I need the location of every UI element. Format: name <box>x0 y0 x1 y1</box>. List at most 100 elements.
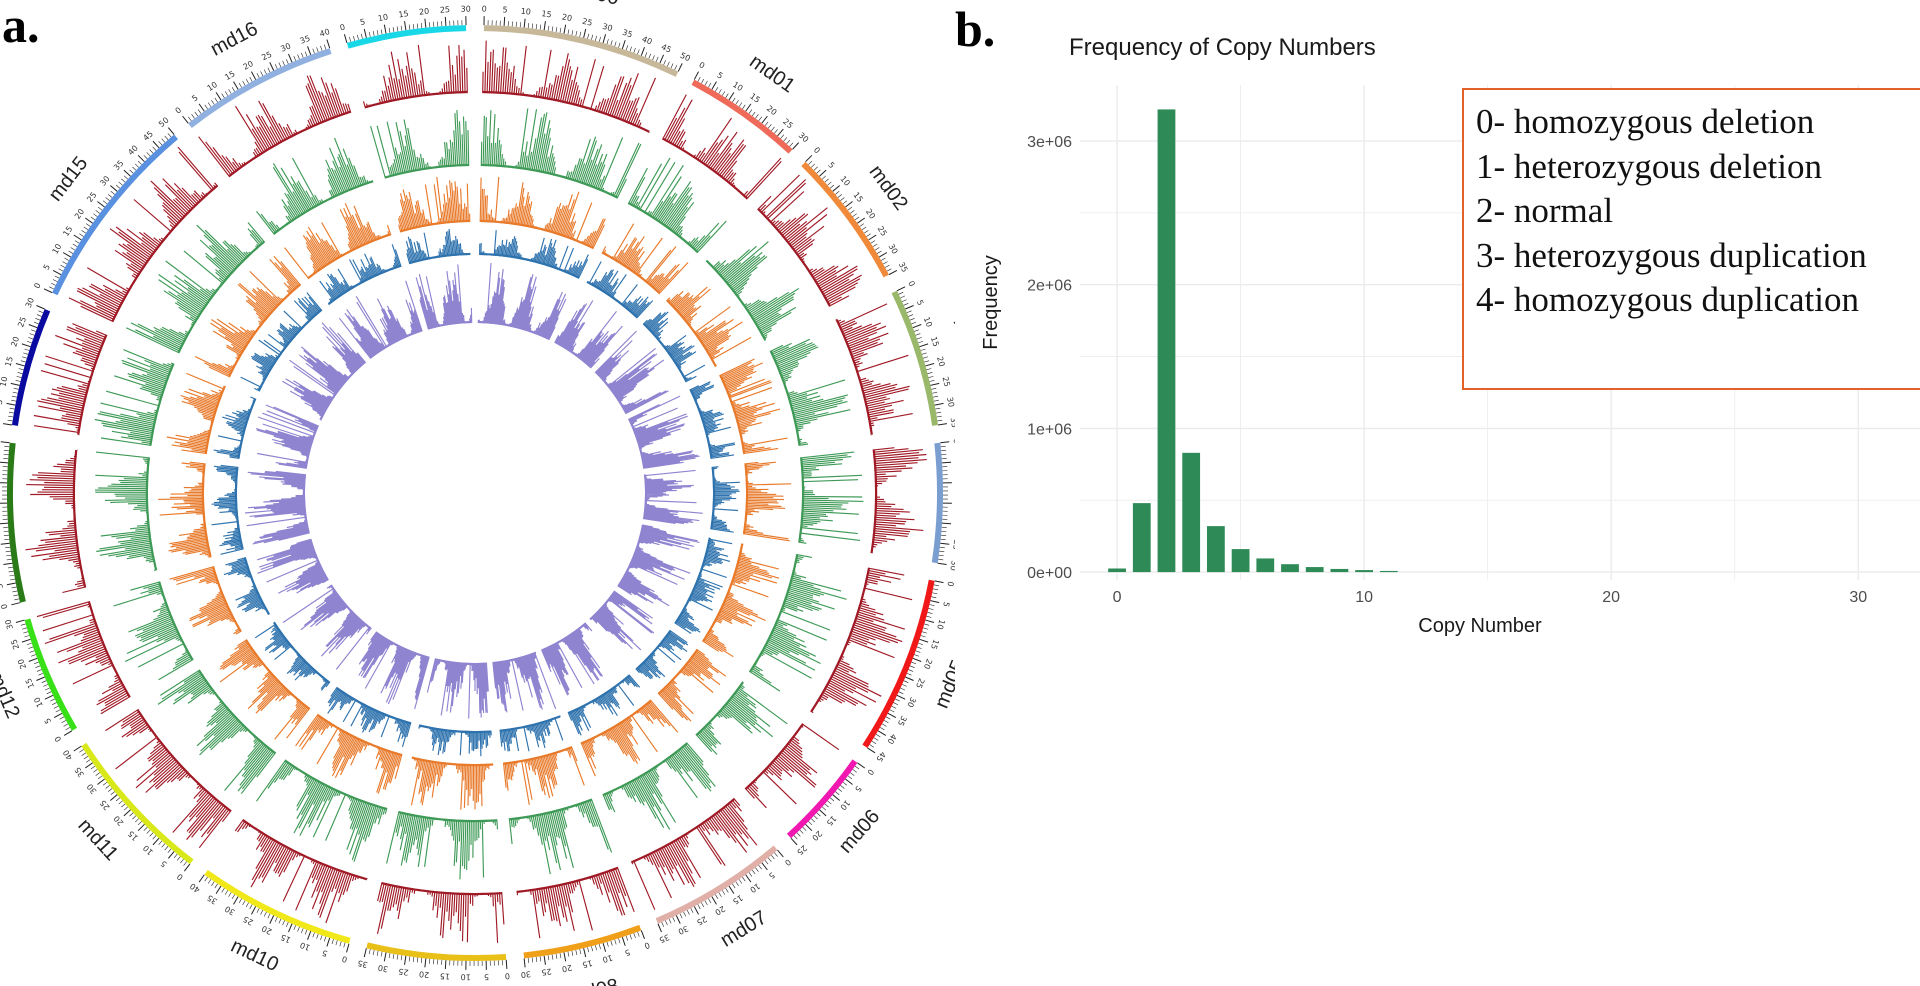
tick-mark <box>648 53 651 59</box>
ideogram-band <box>483 25 679 77</box>
ideogram-band <box>691 79 793 154</box>
tick-mark <box>937 423 948 426</box>
tick-label: 5 <box>0 583 5 590</box>
scale-ticks: 05 10 15 20 25 30 35 <box>657 849 793 945</box>
track4-md13 <box>211 464 244 555</box>
tick-mark <box>58 268 64 272</box>
tick-label: 40 <box>885 732 898 745</box>
tick-label: 10 <box>748 881 762 894</box>
track5-md08 <box>492 651 557 713</box>
tick-label: 25 <box>541 966 552 976</box>
tick-mark <box>926 368 932 371</box>
tick-mark <box>267 67 271 73</box>
tick-mark <box>326 937 331 947</box>
tick-mark <box>893 702 899 706</box>
track-spikes <box>601 223 689 295</box>
track2-md05 <box>748 553 847 692</box>
tick-label: 0 <box>643 940 651 950</box>
tick-mark <box>679 913 683 919</box>
track-baseline <box>479 252 580 279</box>
track-spikes <box>689 381 736 459</box>
tick-label: 20 <box>713 904 726 917</box>
tick-mark <box>900 687 906 691</box>
tick-mark <box>316 933 319 939</box>
track-spikes <box>282 322 367 421</box>
tick-mark <box>857 762 866 769</box>
tick-mark <box>28 646 34 649</box>
track-spikes <box>482 40 657 133</box>
tick-label: 30 <box>461 4 471 13</box>
tick-label: 30 <box>24 296 36 309</box>
ideogram-band <box>204 869 351 944</box>
tick-mark <box>376 30 379 36</box>
tick-label: 30 <box>905 696 918 709</box>
tick-mark <box>579 31 582 37</box>
tick-label: 5 <box>767 870 777 880</box>
tick-mark <box>837 194 842 198</box>
tick-mark <box>587 33 590 39</box>
tick-label: 0 <box>341 954 348 964</box>
tick-mark <box>633 47 636 53</box>
track1-md14 <box>33 323 108 436</box>
tick-mark <box>918 642 924 646</box>
tick-label: 10 <box>838 798 851 812</box>
tick-mark <box>827 181 832 186</box>
tick-mark <box>30 329 36 332</box>
tick-mark <box>256 73 260 78</box>
tick-mark <box>677 63 683 72</box>
track5-md03 <box>628 395 700 469</box>
tick-mark <box>854 765 860 770</box>
tick-mark <box>824 803 829 808</box>
tick-mark <box>173 853 178 859</box>
x-axis-title: Copy Number <box>1418 615 1542 637</box>
tick-mark <box>915 650 921 653</box>
tick-mark <box>5 550 11 553</box>
track-baseline <box>517 866 618 893</box>
tick-mark <box>158 141 163 146</box>
tick-mark <box>878 252 888 258</box>
tick-label: 35 <box>621 28 634 40</box>
tick-label: 10 <box>935 618 946 630</box>
tick-mark <box>242 900 246 906</box>
tick-mark <box>392 27 395 33</box>
tick-label: 10 <box>377 12 389 23</box>
tick-label: 35 <box>112 159 126 173</box>
scale-ticks: 0 5 10 15 20 25 30 <box>0 296 45 426</box>
chromosome-label: md06 <box>835 806 885 858</box>
tick-mark <box>28 657 38 662</box>
tick-mark <box>903 303 909 306</box>
tick-mark <box>640 46 645 56</box>
tick-mark <box>21 638 31 643</box>
tick-mark <box>555 953 558 959</box>
tick-label: 30 <box>98 174 111 188</box>
tick-label: 35 <box>658 932 671 944</box>
track-spikes <box>211 464 244 555</box>
tick-mark <box>63 730 73 736</box>
tick-mark <box>121 803 126 808</box>
tick-mark <box>343 34 348 44</box>
tick-label: 15 <box>851 190 864 204</box>
tick-label: 0 <box>175 872 185 882</box>
tick-mark <box>228 89 232 94</box>
circos-plot: a. 05101520253035404550md00051015202530m… <box>0 0 955 986</box>
tick-mark <box>11 395 17 398</box>
tick-mark <box>0 441 10 444</box>
track5-md05 <box>617 524 700 607</box>
track-spikes <box>617 524 700 607</box>
tick-mark <box>941 461 952 464</box>
track5-md12 <box>257 538 329 594</box>
track-spikes <box>479 230 589 279</box>
tick-mark <box>95 772 100 776</box>
tick-label: 10 <box>731 80 744 93</box>
tick-label: 25 <box>581 17 593 28</box>
tick-mark <box>850 210 855 214</box>
tick-mark <box>644 52 648 58</box>
track-spikes <box>68 146 219 323</box>
tick-mark <box>6 402 16 406</box>
track-spikes <box>327 686 412 748</box>
tick-mark <box>670 63 674 69</box>
tick-mark <box>36 314 42 317</box>
tick-mark <box>269 62 275 71</box>
